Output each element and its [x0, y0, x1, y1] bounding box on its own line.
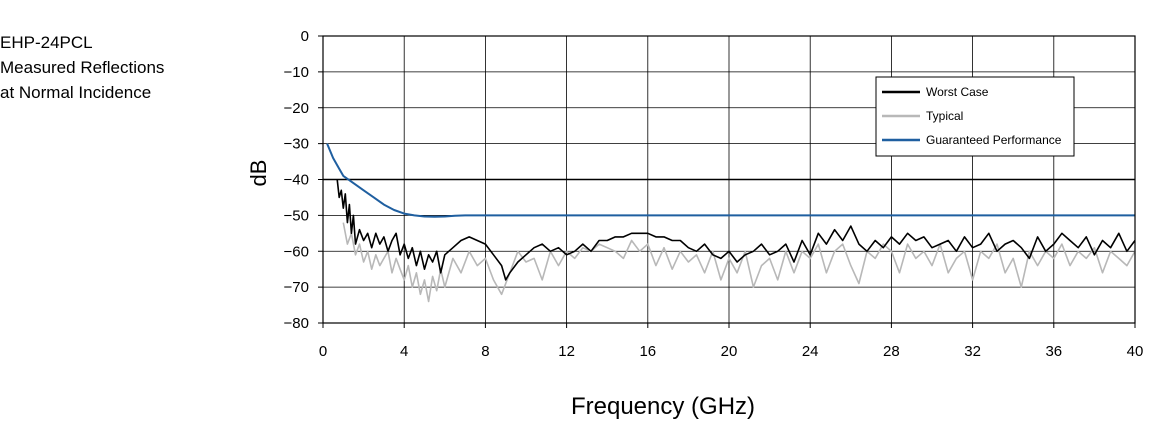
series-line-worst-case	[336, 179, 1136, 281]
chart-title-line: Measured Reflections	[0, 58, 165, 77]
y-tick-label: −70	[284, 279, 309, 296]
series-line-guaranteed-performance	[326, 143, 1135, 218]
y-tick-label: −10	[284, 64, 309, 81]
x-tick-label: 40	[1127, 343, 1144, 360]
x-tick-label: 8	[481, 343, 489, 360]
x-tick-label: 12	[558, 343, 575, 360]
chart-title-line: at Normal Incidence	[0, 83, 152, 102]
y-tick-label: −40	[284, 172, 309, 189]
legend-label: Worst Case	[926, 85, 989, 99]
x-tick-label: 28	[883, 343, 900, 360]
y-axis-title: dB	[246, 160, 271, 187]
legend-label: Guaranteed Performance	[926, 133, 1062, 147]
y-tick-label: −30	[284, 136, 309, 153]
x-tick-label: 4	[400, 343, 408, 360]
plot-border	[322, 35, 1136, 324]
y-tick-label: 0	[301, 28, 309, 45]
plot-area: 0 4 8 12 16 20 24 28 32 36 40 0 −10 −20 −30 −40 −50 −60 −7…	[284, 28, 1144, 360]
x-tick-label: 0	[319, 343, 327, 360]
x-axis-title: Frequency (GHz)	[571, 393, 755, 420]
x-tick-label: 24	[802, 343, 819, 360]
y-tick-label: −60	[284, 243, 309, 260]
chart-title-line: EHP-24PCL	[0, 33, 93, 52]
x-tick-label: 16	[639, 343, 656, 360]
legend-label: Typical	[926, 109, 963, 123]
y-tick-label: −20	[284, 100, 309, 117]
y-tick-label: −80	[284, 315, 309, 332]
series-line-typical	[342, 222, 1136, 303]
chart-title: EHP-24PCL Measured Reflections at Normal…	[0, 30, 230, 105]
x-tick-label: 36	[1045, 343, 1062, 360]
y-tick-label: −50	[284, 207, 309, 224]
x-tick-label: 32	[964, 343, 981, 360]
legend: Worst Case Typical Guaranteed Performance	[875, 76, 1075, 157]
x-tick-label: 20	[721, 343, 738, 360]
